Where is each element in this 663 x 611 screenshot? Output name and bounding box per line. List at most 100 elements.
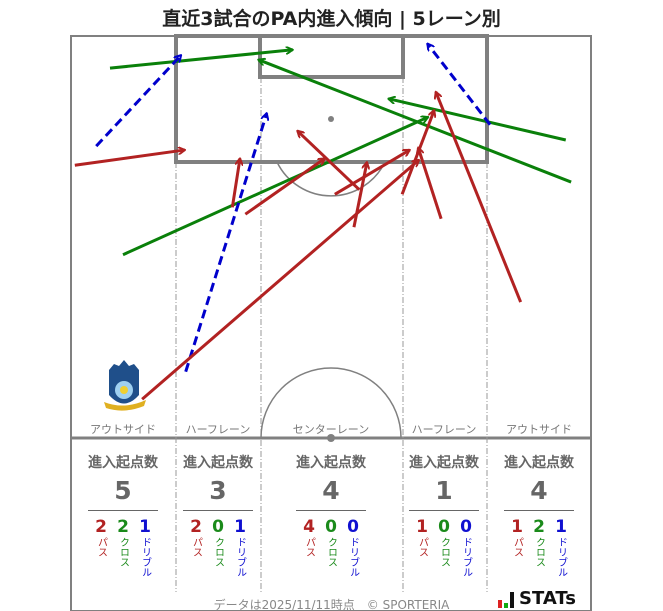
lane-label: ハーフレーン — [411, 423, 477, 436]
dribble-label: ドリブル — [139, 537, 151, 577]
goal-area — [258, 34, 405, 79]
cross-count: 2 — [533, 517, 545, 537]
pass-label: パス — [416, 537, 428, 557]
cross-label: クロス — [117, 537, 129, 567]
pass-count: 2 — [95, 517, 107, 537]
logo-bar-green — [504, 603, 508, 608]
pass-arrow — [141, 160, 419, 401]
cross-stat: 0 クロス — [211, 517, 225, 577]
lane-label: センターレーン — [292, 423, 370, 436]
dribble-stat: 0 ドリブル — [346, 517, 360, 577]
center-spot — [327, 434, 335, 442]
dribble-count: 1 — [139, 517, 151, 537]
lane-total: 1 — [435, 476, 453, 505]
pass-arrow — [334, 148, 410, 196]
pass-label: パス — [511, 537, 523, 557]
penalty-box — [174, 34, 489, 164]
divider — [409, 510, 479, 511]
cross-count: 0 — [212, 517, 224, 537]
pass-arrow — [297, 131, 361, 191]
dribble-stat: 1 ドリブル — [138, 517, 152, 577]
lane-stats-column: 進入起点数 1 1 パス 0 クロス 0 ドリブル — [394, 452, 494, 577]
pass-arrow — [418, 148, 443, 220]
dribble-label: ドリブル — [234, 537, 246, 577]
pass-label: パス — [95, 537, 107, 557]
cross-count: 0 — [438, 517, 450, 537]
arrows-layer — [74, 44, 572, 401]
cross-label: クロス — [438, 537, 450, 567]
logo-bar-red — [498, 600, 502, 608]
cross-label: クロス — [325, 537, 337, 567]
lane-header: 進入起点数 — [183, 455, 253, 471]
dribble-stat: 1 ドリブル — [233, 517, 247, 577]
dribble-arrow — [427, 44, 492, 126]
dribble-count: 0 — [347, 517, 359, 537]
dribble-label: ドリブル — [460, 537, 472, 577]
pass-label: パス — [303, 537, 315, 557]
pass-count: 1 — [511, 517, 523, 537]
pass-label: パス — [190, 537, 202, 557]
lane-total: 4 — [530, 476, 548, 505]
pass-count: 4 — [303, 517, 315, 537]
brand-name: STATs — [519, 588, 576, 609]
cross-stat: 0 クロス — [324, 517, 338, 577]
divider — [504, 510, 574, 511]
dribble-stat: 1 ドリブル — [554, 517, 568, 577]
dribble-label: ドリブル — [347, 537, 359, 577]
lane-header: 進入起点数 — [504, 455, 574, 471]
dribble-arrow — [184, 113, 267, 373]
divider — [88, 510, 158, 511]
pass-stat: 2 パス — [94, 517, 108, 577]
pass-stat: 4 パス — [302, 517, 316, 577]
pass-arrow — [230, 158, 240, 208]
team-crest — [104, 360, 146, 411]
dribble-count: 1 — [234, 517, 246, 537]
pass-arrow — [436, 92, 523, 303]
lane-total: 3 — [209, 476, 227, 505]
lane-stats-column: 進入起点数 4 1 パス 2 クロス 1 ドリブル — [489, 452, 589, 577]
penalty-arc — [276, 161, 386, 197]
logo-bar-black — [510, 592, 514, 608]
cross-arrow — [109, 50, 293, 70]
dribble-count: 0 — [460, 517, 472, 537]
divider — [183, 510, 253, 511]
lane-header: 進入起点数 — [409, 455, 479, 471]
lane-label: アウトサイド — [506, 423, 572, 436]
pass-arrow — [352, 162, 367, 228]
pass-stat: 1 パス — [510, 517, 524, 577]
cross-stat: 2 クロス — [116, 517, 130, 577]
pass-count: 2 — [190, 517, 202, 537]
pass-arrow — [74, 150, 185, 167]
lane-header: 進入起点数 — [296, 455, 366, 471]
cross-label: クロス — [533, 537, 545, 567]
cross-arrow — [258, 60, 572, 184]
cross-stat: 0 クロス — [437, 517, 451, 577]
pass-stat: 1 パス — [415, 517, 429, 577]
dribble-count: 1 — [555, 517, 567, 537]
pass-stat: 2 パス — [189, 517, 203, 577]
chart-title: 直近3試合のPA内進入傾向 | 5レーン別 — [162, 8, 501, 30]
cross-stat: 2 クロス — [532, 517, 546, 577]
dribble-stat: 0 ドリブル — [459, 517, 473, 577]
penalty-spot — [328, 116, 334, 122]
pass-arrow — [244, 157, 325, 216]
lane-stats-column: 進入起点数 5 2 パス 2 クロス 1 ドリブル — [73, 452, 173, 577]
lane-stats-column: 進入起点数 3 2 パス 0 クロス 1 ドリブル — [168, 452, 268, 577]
lane-stats-column: 進入起点数 4 4 パス 0 クロス 0 ドリブル — [281, 452, 381, 577]
lane-label: アウトサイド — [90, 423, 156, 436]
dribble-arrow — [95, 55, 181, 148]
cross-arrow — [122, 117, 428, 257]
cross-label: クロス — [212, 537, 224, 567]
cross-count: 2 — [117, 517, 129, 537]
lane-total: 4 — [322, 476, 340, 505]
stats-logo: STATs — [498, 590, 576, 608]
cross-arrow — [388, 99, 567, 142]
lane-label: ハーフレーン — [185, 423, 251, 436]
lane-total: 5 — [114, 476, 132, 505]
center-circle — [260, 367, 402, 439]
pass-count: 1 — [416, 517, 428, 537]
divider — [296, 510, 366, 511]
footer-text: データは2025/11/11時点 © SPORTERIA — [213, 598, 450, 611]
